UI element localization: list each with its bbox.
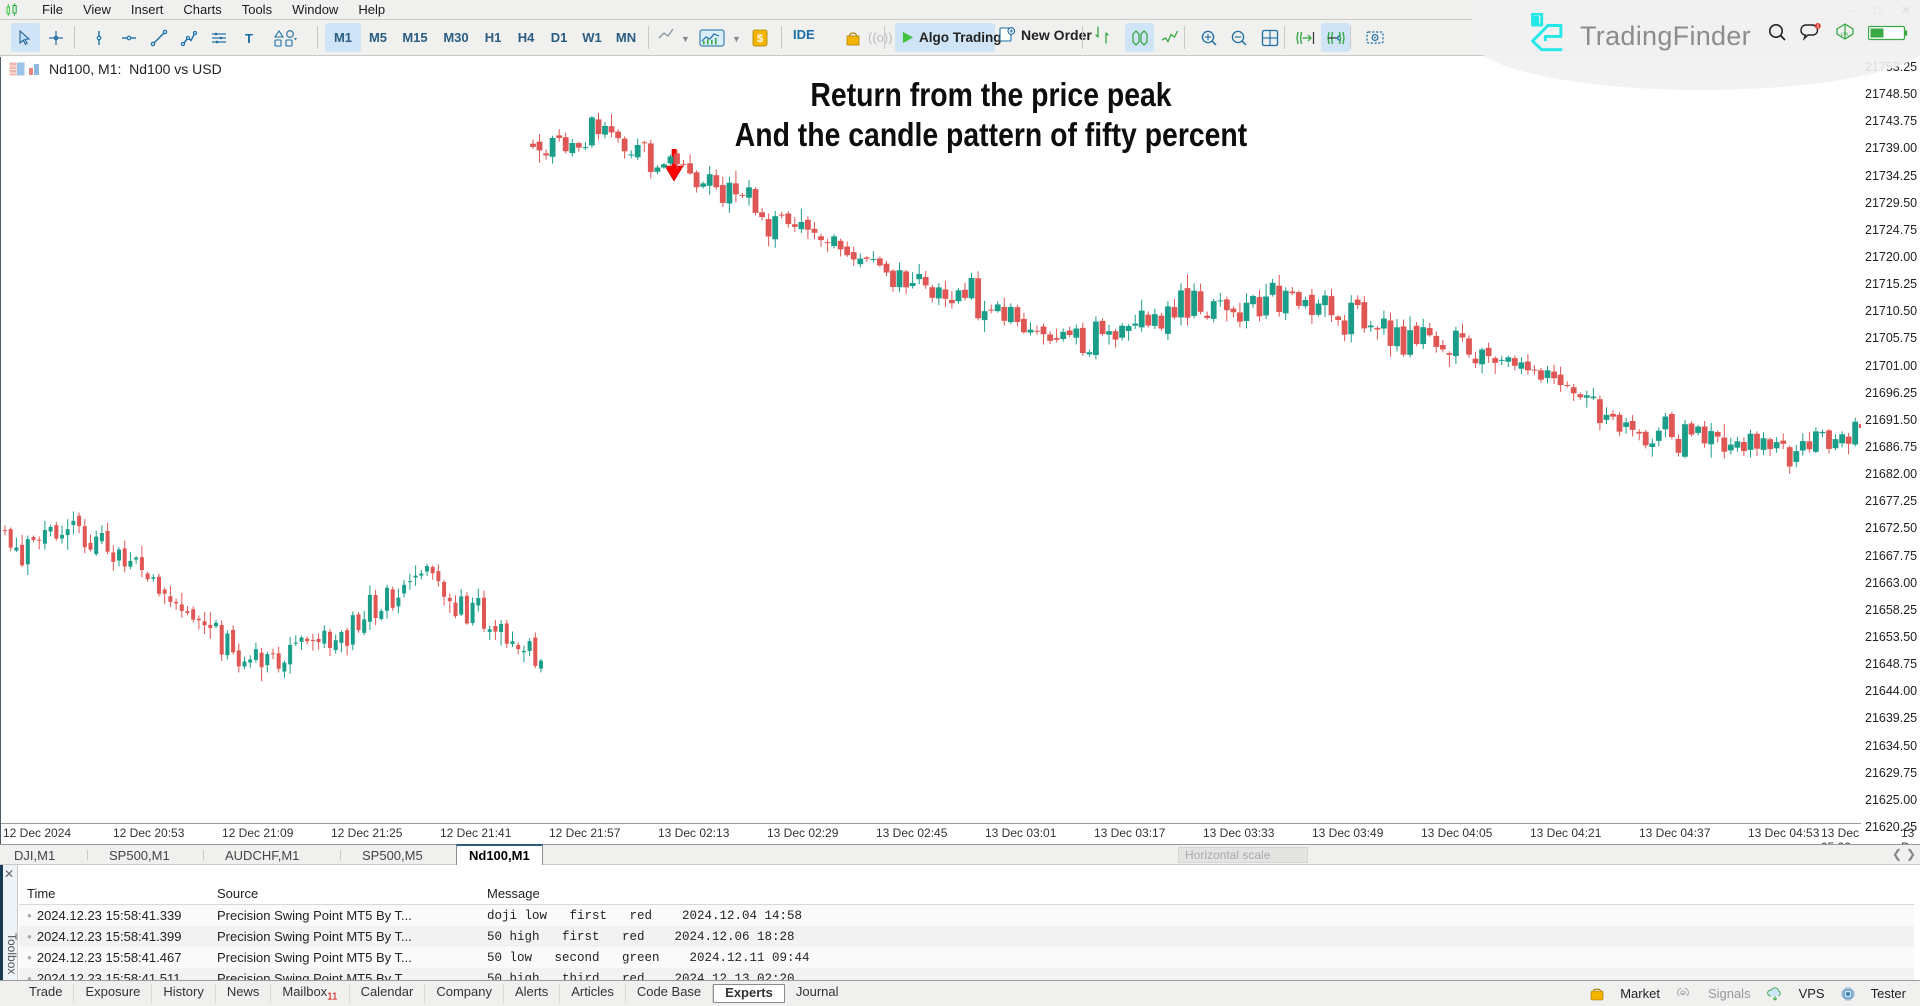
svg-text:LVL: LVL xyxy=(1841,32,1850,38)
svg-text:T: T xyxy=(245,31,253,46)
svg-text:$: $ xyxy=(756,33,762,45)
